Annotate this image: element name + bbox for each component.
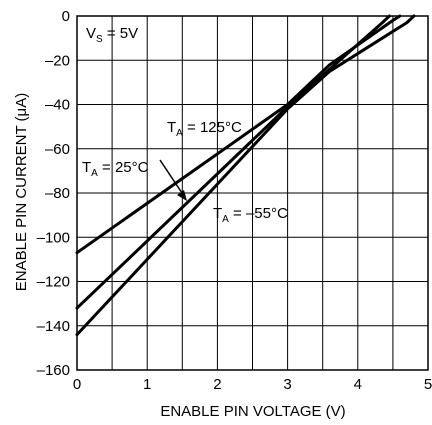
x-tick-label: 3	[283, 376, 291, 393]
supply-label-sub: S	[96, 34, 103, 45]
label-minus55c-main: T	[213, 205, 222, 222]
label-25c-rest: = 25°C	[98, 159, 149, 176]
series-label-25c: TA = 25°C	[82, 159, 149, 179]
x-tick-label: 2	[213, 376, 221, 393]
label-25c-arrow	[159, 159, 187, 201]
label-125c-sub: A	[176, 128, 183, 139]
series-lines	[75, 14, 416, 337]
label-25c-sub: A	[91, 168, 98, 179]
y-axis-title: ENABLE PIN CURRENT (μA)	[13, 93, 30, 291]
y-tick-label: –40	[45, 97, 70, 114]
y-tick-label: –100	[37, 229, 70, 246]
grid	[77, 16, 428, 370]
label-25c-main: T	[82, 159, 91, 176]
y-tick-label: –20	[45, 52, 70, 69]
label-125c-rest: = 125°C	[183, 119, 242, 136]
x-tick-label: 0	[73, 376, 81, 393]
label-125c-main: T	[167, 119, 176, 136]
x-tick-label: 1	[143, 376, 151, 393]
series-line-0	[75, 14, 402, 255]
y-tick-label: –80	[45, 185, 70, 202]
series-line-1	[75, 14, 391, 310]
x-tick-label: 5	[424, 376, 432, 393]
label-minus55c-rest: = –55°C	[229, 205, 288, 222]
supply-voltage-label: VS = 5V	[86, 25, 138, 45]
y-tick-label: 0	[62, 8, 70, 25]
series-label-minus55c: TA = –55°C	[213, 205, 288, 225]
supply-label-main: V	[86, 25, 96, 42]
y-tick-label: –140	[37, 318, 70, 335]
series-line-2	[75, 14, 416, 337]
tick-labels: 0 1 2 3 4 5 0 –20 –40 –60 –80 –100 –120 –140 –160	[37, 8, 432, 393]
plot-frame	[76, 15, 429, 371]
x-axis-title: ENABLE PIN VOLTAGE (V)	[160, 403, 345, 420]
label-minus55c-sub: A	[222, 214, 229, 225]
x-tick-label: 4	[354, 376, 362, 393]
y-tick-label: –60	[45, 141, 70, 158]
y-tick-label: –120	[37, 274, 70, 291]
y-tick-label: –160	[37, 362, 70, 379]
series-label-125c: TA = 125°C	[167, 119, 242, 139]
supply-label-rest: = 5V	[103, 25, 138, 42]
